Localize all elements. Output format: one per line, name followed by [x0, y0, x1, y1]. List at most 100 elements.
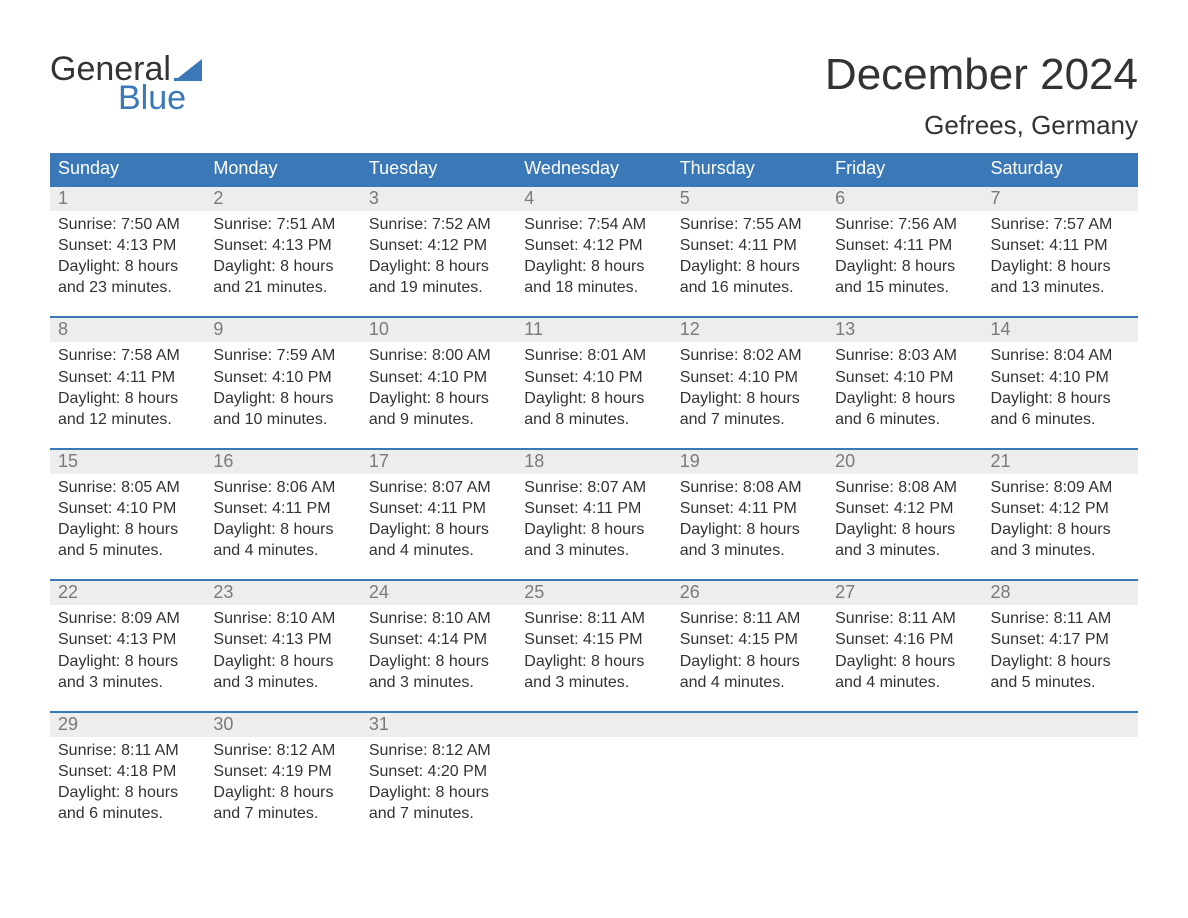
title-block: December 2024 Gefrees, Germany: [825, 50, 1138, 141]
page-title: December 2024: [825, 50, 1138, 100]
day-number: 21: [991, 451, 1011, 471]
day-number: 9: [213, 319, 223, 339]
day-d2: and 3 minutes.: [680, 540, 819, 561]
day-sunrise: Sunrise: 8:05 AM: [58, 477, 197, 498]
day-number: 28: [991, 582, 1011, 602]
day-sunrise: Sunrise: 8:08 AM: [680, 477, 819, 498]
day-body: Sunrise: 8:12 AMSunset: 4:20 PMDaylight:…: [361, 737, 516, 824]
day-sunset: Sunset: 4:14 PM: [369, 629, 508, 650]
calendar-day: 18Sunrise: 8:07 AMSunset: 4:11 PMDayligh…: [516, 450, 671, 561]
day-d1: Daylight: 8 hours: [835, 256, 974, 277]
day-d2: and 23 minutes.: [58, 277, 197, 298]
weekday-header: Friday: [827, 153, 982, 185]
day-number-row: 11: [516, 318, 671, 342]
day-d1: Daylight: 8 hours: [213, 782, 352, 803]
day-number-row: .: [983, 713, 1138, 737]
logo: General Blue: [50, 50, 202, 118]
day-body: Sunrise: 8:11 AMSunset: 4:15 PMDaylight:…: [516, 605, 671, 692]
day-d2: and 6 minutes.: [835, 409, 974, 430]
day-number: 5: [680, 188, 690, 208]
day-number-row: 23: [205, 581, 360, 605]
day-sunset: Sunset: 4:10 PM: [369, 367, 508, 388]
weekday-header: Tuesday: [361, 153, 516, 185]
calendar-week: 8Sunrise: 7:58 AMSunset: 4:11 PMDaylight…: [50, 316, 1138, 429]
day-number-row: 14: [983, 318, 1138, 342]
calendar-day: 15Sunrise: 8:05 AMSunset: 4:10 PMDayligh…: [50, 450, 205, 561]
day-number: 3: [369, 188, 379, 208]
day-body: Sunrise: 8:05 AMSunset: 4:10 PMDaylight:…: [50, 474, 205, 561]
day-number: 8: [58, 319, 68, 339]
day-sunrise: Sunrise: 8:10 AM: [213, 608, 352, 629]
day-number-row: 27: [827, 581, 982, 605]
day-sunset: Sunset: 4:13 PM: [58, 629, 197, 650]
day-d2: and 4 minutes.: [835, 672, 974, 693]
day-d1: Daylight: 8 hours: [58, 388, 197, 409]
logo-flag-icon: [174, 59, 202, 81]
day-d1: Daylight: 8 hours: [213, 388, 352, 409]
day-sunrise: Sunrise: 8:10 AM: [369, 608, 508, 629]
calendar-day: 20Sunrise: 8:08 AMSunset: 4:12 PMDayligh…: [827, 450, 982, 561]
day-d2: and 3 minutes.: [213, 672, 352, 693]
logo-text-blue: Blue: [118, 79, 186, 118]
day-number-row: 29: [50, 713, 205, 737]
day-sunset: Sunset: 4:11 PM: [680, 498, 819, 519]
day-number: 7: [991, 188, 1001, 208]
day-body: Sunrise: 8:09 AMSunset: 4:12 PMDaylight:…: [983, 474, 1138, 561]
day-body: Sunrise: 8:11 AMSunset: 4:18 PMDaylight:…: [50, 737, 205, 824]
day-number: 14: [991, 319, 1011, 339]
calendar-day: 3 Sunrise: 7:52 AMSunset: 4:12 PMDaylight…: [361, 187, 516, 298]
day-sunset: Sunset: 4:10 PM: [680, 367, 819, 388]
day-number-row: 16: [205, 450, 360, 474]
day-number: 18: [524, 451, 544, 471]
day-sunrise: Sunrise: 7:58 AM: [58, 345, 197, 366]
calendar-day: 23 Sunrise: 8:10 AMSunset: 4:13 PMDayligh…: [205, 581, 360, 692]
day-d1: Daylight: 8 hours: [369, 782, 508, 803]
day-body: Sunrise: 8:10 AMSunset: 4:14 PMDaylight:…: [361, 605, 516, 692]
day-body: Sunrise: 7:57 AMSunset: 4:11 PMDaylight:…: [983, 211, 1138, 298]
day-sunrise: Sunrise: 7:54 AM: [524, 214, 663, 235]
day-sunrise: Sunrise: 8:11 AM: [58, 740, 197, 761]
day-body: Sunrise: 8:03 AMSunset: 4:10 PMDaylight:…: [827, 342, 982, 429]
calendar-day: 5Sunrise: 7:55 AMSunset: 4:11 PMDaylight…: [672, 187, 827, 298]
day-d1: Daylight: 8 hours: [680, 256, 819, 277]
day-sunrise: Sunrise: 8:06 AM: [213, 477, 352, 498]
day-sunrise: Sunrise: 8:12 AM: [213, 740, 352, 761]
day-number-row: 20: [827, 450, 982, 474]
day-body: Sunrise: 8:09 AMSunset: 4:13 PMDaylight:…: [50, 605, 205, 692]
day-number-row: .: [827, 713, 982, 737]
day-sunrise: Sunrise: 7:51 AM: [213, 214, 352, 235]
day-d1: Daylight: 8 hours: [369, 388, 508, 409]
day-d2: and 3 minutes.: [524, 672, 663, 693]
day-number-row: 6: [827, 187, 982, 211]
day-sunrise: Sunrise: 8:09 AM: [58, 608, 197, 629]
calendar-day: 17Sunrise: 8:07 AMSunset: 4:11 PMDayligh…: [361, 450, 516, 561]
calendar-day: 9Sunrise: 7:59 AMSunset: 4:10 PMDaylight…: [205, 318, 360, 429]
day-sunset: Sunset: 4:12 PM: [369, 235, 508, 256]
day-number: 20: [835, 451, 855, 471]
day-d2: and 10 minutes.: [213, 409, 352, 430]
day-body: Sunrise: 8:02 AMSunset: 4:10 PMDaylight:…: [672, 342, 827, 429]
day-body: Sunrise: 8:08 AMSunset: 4:11 PMDaylight:…: [672, 474, 827, 561]
day-number: 23: [213, 582, 233, 602]
weekday-header: Saturday: [983, 153, 1138, 185]
calendar-day: 4Sunrise: 7:54 AMSunset: 4:12 PMDaylight…: [516, 187, 671, 298]
weekday-header: Thursday: [672, 153, 827, 185]
day-d1: Daylight: 8 hours: [58, 519, 197, 540]
day-sunrise: Sunrise: 8:09 AM: [991, 477, 1130, 498]
day-body: Sunrise: 8:10 AMSunset: 4:13 PMDaylight:…: [205, 605, 360, 692]
calendar-day: 6Sunrise: 7:56 AMSunset: 4:11 PMDaylight…: [827, 187, 982, 298]
calendar-day: 30Sunrise: 8:12 AMSunset: 4:19 PMDayligh…: [205, 713, 360, 824]
calendar-day: 11Sunrise: 8:01 AMSunset: 4:10 PMDayligh…: [516, 318, 671, 429]
day-sunrise: Sunrise: 8:08 AM: [835, 477, 974, 498]
day-d1: Daylight: 8 hours: [991, 388, 1130, 409]
day-number-row: 25: [516, 581, 671, 605]
day-d2: and 5 minutes.: [991, 672, 1130, 693]
day-sunrise: Sunrise: 8:11 AM: [680, 608, 819, 629]
day-number: 13: [835, 319, 855, 339]
day-number-row: 24: [361, 581, 516, 605]
day-d1: Daylight: 8 hours: [680, 519, 819, 540]
day-sunrise: Sunrise: 7:52 AM: [369, 214, 508, 235]
day-number: 1: [58, 188, 68, 208]
day-d2: and 8 minutes.: [524, 409, 663, 430]
day-body: Sunrise: 7:52 AMSunset: 4:12 PMDaylight:…: [361, 211, 516, 298]
